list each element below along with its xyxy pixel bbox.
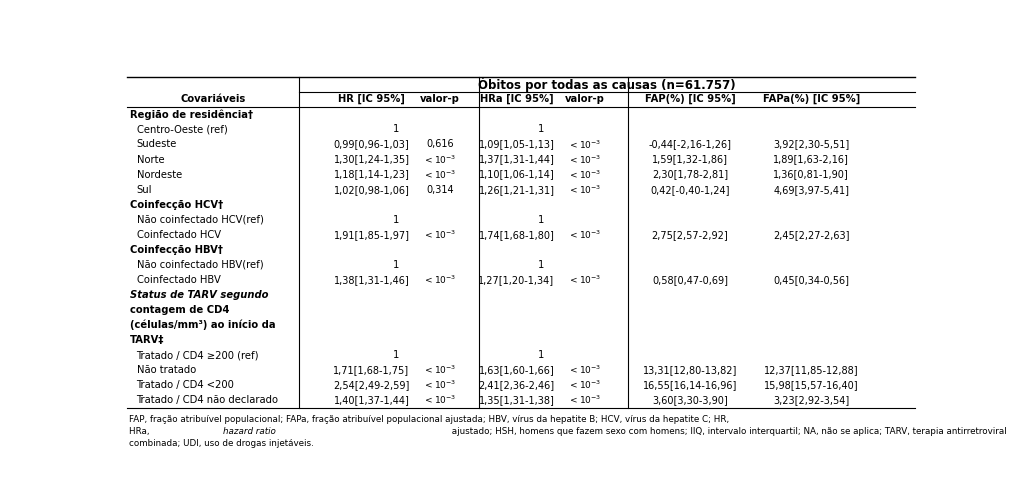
Text: 0,42[-0,40-1,24]: 0,42[-0,40-1,24] [650, 184, 729, 195]
Text: FAPa(%) [IC 95%]: FAPa(%) [IC 95%] [763, 94, 860, 104]
Text: 3,23[2,92-3,54]: 3,23[2,92-3,54] [773, 395, 849, 405]
Text: 1: 1 [393, 350, 399, 360]
Text: TARV‡: TARV‡ [130, 335, 165, 345]
Text: 1,26[1,21-1,31]: 1,26[1,21-1,31] [478, 184, 554, 195]
Text: 1,02[0,98-1,06]: 1,02[0,98-1,06] [334, 184, 410, 195]
Text: 1,10[1,06-1,14]: 1,10[1,06-1,14] [479, 169, 554, 179]
Text: 1,91[1,85-1,97]: 1,91[1,85-1,97] [334, 230, 410, 240]
Text: 1: 1 [393, 124, 399, 135]
Text: hazard ratio: hazard ratio [223, 427, 276, 436]
Text: $<$10$^{-3}$: $<$10$^{-3}$ [569, 138, 602, 151]
Text: HRa [IC 95%]: HRa [IC 95%] [480, 94, 553, 104]
Text: 2,30[1,78-2,81]: 2,30[1,78-2,81] [652, 169, 728, 179]
Text: FAP(%) [IC 95%]: FAP(%) [IC 95%] [645, 94, 735, 104]
Text: 3,92[2,30-5,51]: 3,92[2,30-5,51] [773, 140, 849, 150]
Text: Sul: Sul [136, 184, 153, 195]
Text: $<$10$^{-3}$: $<$10$^{-3}$ [423, 168, 457, 181]
Text: Coinfectado HBV: Coinfectado HBV [136, 275, 221, 285]
Text: ajustado; HSH, homens que fazem sexo com homens; IIQ, intervalo interquartil; NA: ajustado; HSH, homens que fazem sexo com… [450, 427, 1007, 436]
Text: Sudeste: Sudeste [136, 140, 177, 150]
Text: 16,55[16,14-16,96]: 16,55[16,14-16,96] [643, 380, 737, 390]
Text: Tratado / CD4 <200: Tratado / CD4 <200 [136, 380, 235, 390]
Text: 1,74[1,68-1,80]: 1,74[1,68-1,80] [479, 230, 554, 240]
Text: 4,69[3,97-5,41]: 4,69[3,97-5,41] [773, 184, 849, 195]
Text: 13,31[12,80-13,82]: 13,31[12,80-13,82] [643, 365, 737, 375]
Text: Coinfecção HBV†: Coinfecção HBV† [130, 245, 223, 255]
Text: Óbitos por todas as causas (n=61.757): Óbitos por todas as causas (n=61.757) [478, 77, 736, 92]
Text: combinada; UDI, uso de drogas injetáveis.: combinada; UDI, uso de drogas injetáveis… [129, 439, 313, 448]
Text: $<$10$^{-3}$: $<$10$^{-3}$ [423, 394, 457, 407]
Text: Status de TARV segundo: Status de TARV segundo [130, 290, 268, 300]
Text: Centro-Oeste (ref): Centro-Oeste (ref) [136, 124, 228, 135]
Text: 1,71[1,68-1,75]: 1,71[1,68-1,75] [334, 365, 410, 375]
Text: 1,89[1,63-2,16]: 1,89[1,63-2,16] [773, 155, 849, 164]
Text: $<$10$^{-3}$: $<$10$^{-3}$ [569, 168, 602, 181]
Text: 1,09[1,05-1,13]: 1,09[1,05-1,13] [479, 140, 554, 150]
Text: $<$10$^{-3}$: $<$10$^{-3}$ [569, 274, 602, 286]
Text: 1,30[1,24-1,35]: 1,30[1,24-1,35] [334, 155, 410, 164]
Text: $<$10$^{-3}$: $<$10$^{-3}$ [569, 379, 602, 392]
Text: 2,75[2,57-2,92]: 2,75[2,57-2,92] [652, 230, 728, 240]
Text: $<$10$^{-3}$: $<$10$^{-3}$ [423, 153, 457, 166]
Text: 1: 1 [538, 350, 544, 360]
Text: $<$10$^{-3}$: $<$10$^{-3}$ [423, 274, 457, 286]
Text: valor-p: valor-p [565, 94, 605, 104]
Text: contagem de CD4: contagem de CD4 [130, 305, 230, 315]
Text: 2,45[2,27-2,63]: 2,45[2,27-2,63] [773, 230, 849, 240]
Text: 1,59[1,32-1,86]: 1,59[1,32-1,86] [652, 155, 728, 164]
Text: 0,616: 0,616 [426, 140, 454, 150]
Text: HRa,: HRa, [129, 427, 152, 436]
Text: 0,45[0,34-0,56]: 0,45[0,34-0,56] [773, 275, 849, 285]
Text: 12,37[11,85-12,88]: 12,37[11,85-12,88] [764, 365, 858, 375]
Text: 1: 1 [538, 215, 544, 225]
Text: Não coinfectado HBV(ref): Não coinfectado HBV(ref) [136, 260, 263, 270]
Text: $<$10$^{-3}$: $<$10$^{-3}$ [569, 153, 602, 166]
Text: $<$10$^{-3}$: $<$10$^{-3}$ [423, 364, 457, 376]
Text: -0,44[-2,16-1,26]: -0,44[-2,16-1,26] [649, 140, 731, 150]
Text: $<$10$^{-3}$: $<$10$^{-3}$ [423, 229, 457, 241]
Text: 2,54[2,49-2,59]: 2,54[2,49-2,59] [334, 380, 410, 390]
Text: 1,40[1,37-1,44]: 1,40[1,37-1,44] [334, 395, 410, 405]
Text: Região de residência†: Região de residência† [130, 109, 253, 119]
Text: $<$10$^{-3}$: $<$10$^{-3}$ [569, 364, 602, 376]
Text: 0,314: 0,314 [426, 184, 454, 195]
Text: $<$10$^{-3}$: $<$10$^{-3}$ [569, 183, 602, 196]
Text: HR [IC 95%]: HR [IC 95%] [338, 94, 405, 104]
Text: 1,35[1,31-1,38]: 1,35[1,31-1,38] [479, 395, 554, 405]
Text: valor-p: valor-p [420, 94, 460, 104]
Text: 1: 1 [393, 260, 399, 270]
Text: 1: 1 [538, 124, 544, 135]
Text: 0,58[0,47-0,69]: 0,58[0,47-0,69] [652, 275, 728, 285]
Text: Coinfecção HCV†: Coinfecção HCV† [130, 200, 224, 210]
Text: 1,38[1,31-1,46]: 1,38[1,31-1,46] [334, 275, 409, 285]
Text: 1,27[1,20-1,34]: 1,27[1,20-1,34] [478, 275, 554, 285]
Text: 1,63[1,60-1,66]: 1,63[1,60-1,66] [479, 365, 554, 375]
Text: 3,60[3,30-3,90]: 3,60[3,30-3,90] [652, 395, 728, 405]
Text: Tratado / CD4 ≥200 (ref): Tratado / CD4 ≥200 (ref) [136, 350, 259, 360]
Text: Não tratado: Não tratado [136, 365, 196, 375]
Text: 1,18[1,14-1,23]: 1,18[1,14-1,23] [334, 169, 410, 179]
Text: 1: 1 [538, 260, 544, 270]
Text: Norte: Norte [136, 155, 164, 164]
Text: Nordeste: Nordeste [136, 169, 182, 179]
Text: FAP, fração atribuível populacional; FAPa, fração atribuível populacional ajusta: FAP, fração atribuível populacional; FAP… [129, 415, 731, 424]
Text: 1,37[1,31-1,44]: 1,37[1,31-1,44] [479, 155, 554, 164]
Text: (células/mm³) ao início da: (células/mm³) ao início da [130, 320, 276, 330]
Text: Covariáveis: Covariáveis [180, 94, 246, 104]
Text: 1: 1 [393, 215, 399, 225]
Text: $<$10$^{-3}$: $<$10$^{-3}$ [423, 379, 457, 392]
Text: Coinfectado HCV: Coinfectado HCV [136, 230, 221, 240]
Text: Tratado / CD4 não declarado: Tratado / CD4 não declarado [136, 395, 279, 405]
Text: 1,36[0,81-1,90]: 1,36[0,81-1,90] [773, 169, 849, 179]
Text: 2,41[2,36-2,46]: 2,41[2,36-2,46] [478, 380, 554, 390]
Text: 15,98[15,57-16,40]: 15,98[15,57-16,40] [764, 380, 858, 390]
Text: $<$10$^{-3}$: $<$10$^{-3}$ [569, 394, 602, 407]
Text: $<$10$^{-3}$: $<$10$^{-3}$ [569, 229, 602, 241]
Text: 0,99[0,96-1,03]: 0,99[0,96-1,03] [334, 140, 409, 150]
Text: Não coinfectado HCV(ref): Não coinfectado HCV(ref) [136, 215, 263, 225]
